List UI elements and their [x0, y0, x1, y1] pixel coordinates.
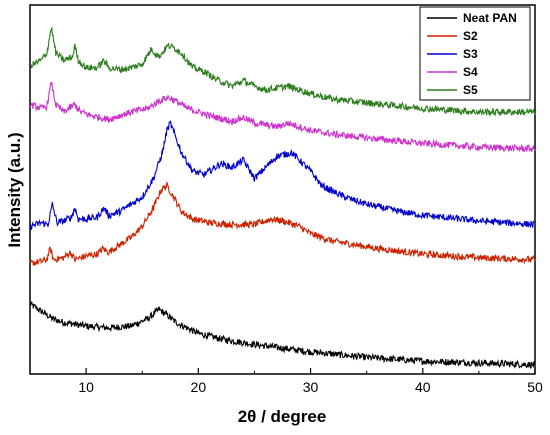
x-axis-title: 2θ / degree: [238, 407, 327, 426]
series-line-neat-pan: [29, 301, 536, 369]
legend-label: S2: [463, 29, 478, 43]
legend-label: S4: [463, 65, 478, 79]
series-line-s3: [29, 120, 536, 231]
legend-label: Neat PAN: [463, 11, 517, 25]
x-axis: 10 20 30 40 50: [29, 368, 543, 395]
y-axis-title: Intensity (a.u.): [5, 132, 24, 247]
x-tick-label-10: 10: [78, 379, 94, 395]
series-layer: [29, 26, 536, 369]
x-tick-label-20: 20: [191, 379, 207, 395]
legend-label: S5: [463, 83, 478, 97]
legend-label: S3: [463, 47, 478, 61]
series-line-s5: [29, 26, 536, 118]
series-line-s4: [29, 82, 536, 153]
x-tick-label-50: 50: [527, 379, 543, 395]
x-tick-label-40: 40: [415, 379, 431, 395]
series-line-s2: [29, 181, 536, 266]
x-tick-label-30: 30: [303, 379, 319, 395]
legend: Neat PAN S2 S3 S4 S5: [419, 6, 531, 101]
